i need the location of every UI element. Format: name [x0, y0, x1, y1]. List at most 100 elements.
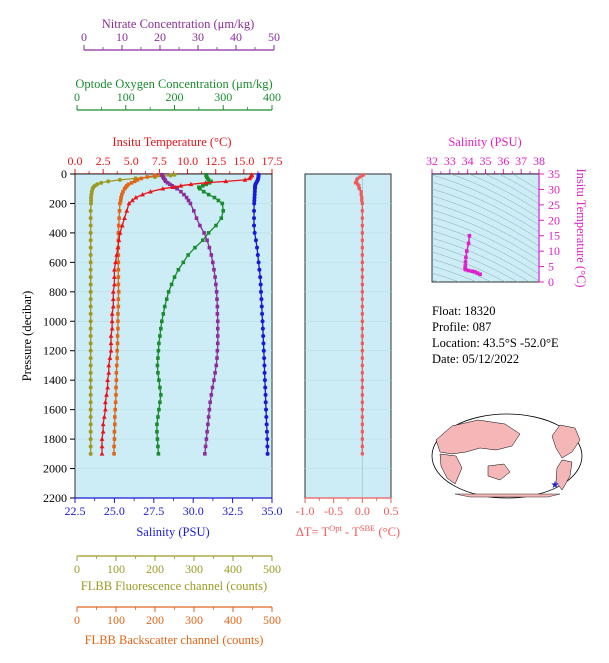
- backscatter-point: [115, 334, 120, 338]
- backscatter-tick-label: 200: [146, 613, 164, 627]
- fluorescence-tick-label: 100: [107, 562, 125, 576]
- fluorescence-point: [88, 429, 93, 434]
- fluorescence-point: [99, 180, 104, 185]
- temperature-point: [99, 443, 105, 449]
- ts-salinity-tick-label: 36: [497, 154, 509, 168]
- salinity-point: [261, 334, 266, 338]
- fluorescence-axis: FLBB Fluorescence channel (counts) 0 100 2…: [74, 555, 281, 593]
- salinity-point: [253, 238, 258, 243]
- fluorescence-point: [88, 253, 93, 257]
- backscatter-point: [122, 186, 127, 191]
- nitrate-point: [205, 238, 209, 243]
- temperature-point: [105, 377, 111, 382]
- fluorescence-tick-label: 0: [74, 562, 80, 576]
- delta-t-point: [360, 282, 364, 287]
- temperature-point: [124, 208, 130, 213]
- salinity-axis-title: Salinity (PSU): [136, 525, 209, 539]
- backscatter-point: [115, 356, 119, 360]
- map-land-australia: [487, 463, 511, 481]
- backscatter-point: [113, 407, 118, 412]
- delta-t-tick-label: -1.0: [296, 504, 315, 518]
- density-contour: [498, 174, 539, 198]
- temperature-point: [108, 333, 114, 338]
- oxygen-point: [156, 415, 160, 419]
- oxygen-point: [159, 326, 163, 331]
- ts-salinity-tick-label: 33: [444, 154, 456, 168]
- fluorescence-point: [88, 356, 93, 361]
- fluorescence-point: [89, 192, 94, 197]
- temperature-point: [108, 340, 114, 346]
- salinity-point: [262, 378, 267, 383]
- density-contour: [432, 244, 519, 282]
- pressure-tick-label: 200: [49, 196, 67, 210]
- oxygen-tick-label: 0: [74, 90, 80, 104]
- pressure-axis-title: Pressure (decibar): [20, 291, 34, 382]
- temperature-point: [203, 180, 208, 185]
- nitrate-point: [203, 444, 208, 449]
- density-contour: [432, 209, 539, 261]
- temperature-point: [108, 348, 114, 353]
- nitrate-tick-label: 40: [230, 30, 242, 44]
- salinity-point: [252, 189, 257, 194]
- salinity-point: [255, 253, 260, 257]
- ts-point: [475, 271, 480, 275]
- salinity-point: [263, 400, 268, 405]
- ts-point: [467, 233, 472, 238]
- temperature-point: [109, 326, 115, 331]
- nitrate-point: [213, 371, 217, 375]
- backscatter-point: [116, 326, 120, 331]
- temperature-point: [109, 318, 115, 324]
- nitrate-point: [213, 275, 217, 279]
- backscatter-point: [113, 400, 118, 405]
- nitrate-point: [208, 400, 212, 405]
- delta-t-point: [360, 327, 364, 331]
- temperature-point: [110, 296, 116, 301]
- ts-point: [478, 272, 482, 277]
- salinity-point: [260, 311, 265, 316]
- salinity-point: [264, 429, 269, 434]
- salinity-point: [255, 245, 260, 250]
- temperature-axis-title: Insitu Temperature (°C): [112, 135, 231, 149]
- salinity-point: [261, 348, 266, 353]
- salinity-axis: Salinity (PSU) 22.5 25.0 27.5 30.0 32.5 35.0: [65, 497, 283, 539]
- delta-t-point: [360, 223, 364, 228]
- temperature-point: [107, 355, 113, 360]
- nitrate-point: [214, 290, 219, 294]
- fluorescence-point: [172, 172, 177, 177]
- salinity-point: [264, 407, 269, 412]
- oxygen-tick-label: 100: [117, 90, 135, 104]
- fluorescence-point: [88, 326, 93, 331]
- delta-t-plot-area: [304, 173, 392, 499]
- oxygen-point: [158, 400, 162, 405]
- nitrate-point: [212, 267, 216, 272]
- temperature-point: [242, 177, 248, 182]
- backscatter-tick-label: 0: [74, 613, 80, 627]
- temperature-tick-label: 17.5: [262, 154, 283, 168]
- oxygen-point: [161, 312, 166, 316]
- oxygen-point: [156, 371, 160, 375]
- nitrate-point: [215, 297, 219, 301]
- nitrate-point: [207, 245, 212, 250]
- nitrate-point: [184, 195, 189, 200]
- fluorescence-point: [88, 363, 93, 368]
- pressure-tick-label: 1400: [43, 373, 67, 387]
- salinity-point: [265, 451, 270, 456]
- temperature-tick-label: 12.5: [205, 154, 226, 168]
- temperature-point: [112, 281, 117, 287]
- ts-point: [463, 264, 468, 268]
- fluorescence-point: [88, 238, 93, 243]
- oxygen-point: [158, 385, 162, 390]
- backscatter-point: [119, 195, 123, 200]
- pressure-tick-label: 400: [49, 226, 67, 240]
- delta-t-point: [360, 319, 364, 323]
- salinity-point: [259, 304, 264, 309]
- temperature-point: [114, 252, 120, 257]
- delta-t-point: [360, 268, 364, 272]
- temperature-point: [106, 362, 112, 368]
- temperature-point: [102, 399, 108, 405]
- nitrate-point: [211, 260, 215, 265]
- temperature-point: [110, 289, 116, 294]
- oxygen-point: [206, 231, 211, 235]
- delta-t-point: [360, 371, 364, 375]
- fluorescence-point: [88, 407, 93, 412]
